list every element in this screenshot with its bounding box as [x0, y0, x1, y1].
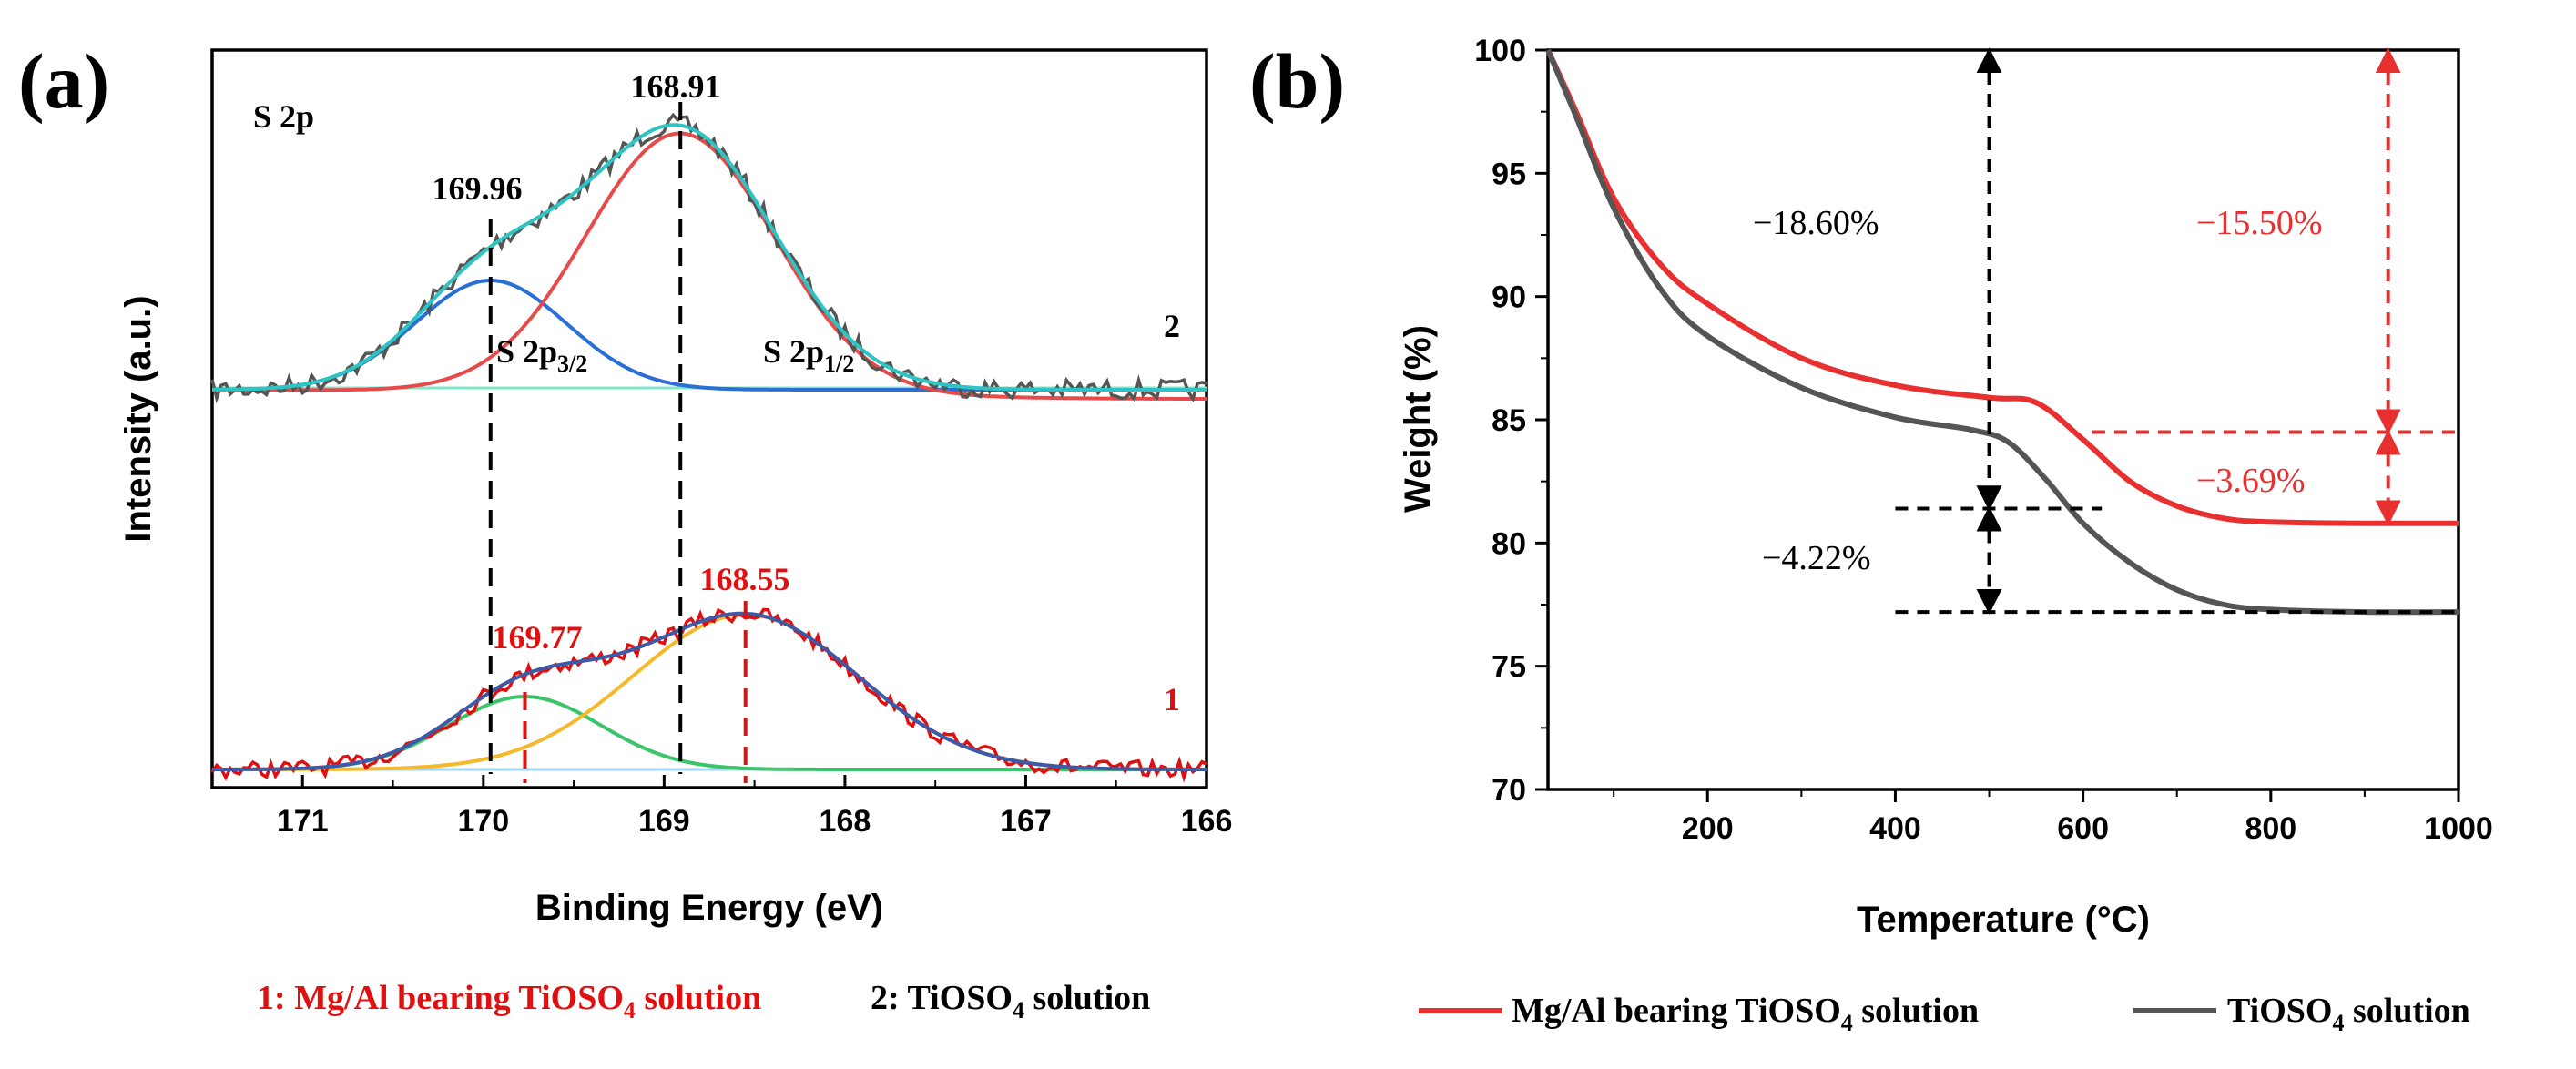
panel-a-x-label: Binding Energy (eV)	[535, 888, 883, 928]
panel-a-x-tick-label: 171	[277, 804, 329, 839]
peak-label-168-91: 168.91	[631, 68, 721, 105]
panel-b-y-tick-label: 95	[1492, 157, 1526, 191]
panel-b-legend: Mg/Al bearing TiOSO4 solution TiOSO4 sol…	[1419, 992, 2470, 1036]
panel-a-frame	[210, 48, 1208, 789]
panel-b-y-tick-label: 100	[1474, 34, 1526, 68]
legend-b-item-2: TiOSO4 solution	[2227, 992, 2470, 1036]
panel-a-x-ticks: 171 170 169 168 167 166	[277, 775, 1232, 839]
annotation-4-22: −4.22%	[1762, 539, 1871, 577]
panel-b-x-tick-label: 400	[1869, 811, 1921, 846]
panel-b-ticks: 200 400 600 800 1000 70 75 80 85 90 95 100	[1474, 34, 2493, 846]
panel-b-y-tick-label: 90	[1492, 280, 1526, 315]
panel-b-x-label: Temperature (°C)	[1857, 900, 2150, 940]
fit-envelope-2	[211, 123, 1207, 392]
tga-curve-tioso4	[1545, 48, 2459, 616]
panel-b-label: (b)	[1249, 37, 1345, 125]
panel-b-y-tick-label: 80	[1492, 526, 1526, 561]
component-label-s2p12: S 2p1/2	[763, 333, 854, 377]
legend-b-item-1: Mg/Al bearing TiOSO4 solution	[1512, 992, 1979, 1036]
panel-a-peak-lines	[488, 102, 748, 783]
panel-b-y-label: Weight (%)	[1398, 325, 1438, 513]
panel-a-title: S 2p	[253, 98, 314, 135]
fit-envelope-1	[212, 611, 1207, 771]
panel-b-annotations	[1895, 47, 2459, 615]
panel-b-y-tick-label: 75	[1492, 650, 1526, 685]
panel-a-legend: 1: Mg/Al bearing TiOSO4 solution 2: TiOS…	[257, 979, 1150, 1023]
raw-spectrum-1	[210, 607, 1207, 783]
annotation-18-60: −18.60%	[1753, 204, 1879, 242]
panel-b-x-tick-label: 600	[2057, 811, 2109, 846]
peak-label-169-77: 169.77	[493, 619, 583, 656]
annotation-3-69: −3.69%	[2196, 462, 2306, 500]
annotation-15-50: −15.50%	[2196, 204, 2323, 242]
panel-a-x-tick-label: 168	[820, 804, 871, 839]
panel-a-curves	[210, 112, 1207, 783]
panel-a-x-tick-label: 170	[457, 804, 509, 839]
legend-a-item-1: 1: Mg/Al bearing TiOSO4 solution	[257, 979, 761, 1023]
panel-b-x-tick-label: 1000	[2424, 811, 2493, 846]
panel-b-y-tick-label: 85	[1492, 403, 1526, 438]
tga-curve-mgal	[1545, 48, 2459, 526]
panel-b-curves	[1545, 48, 2459, 616]
panel-b-x-tick-label: 200	[1682, 811, 1734, 846]
panel-a-label: (a)	[18, 37, 109, 125]
legend-a-item-2: 2: TiOSO4 solution	[871, 979, 1150, 1023]
panel-a-y-label: Intensity (a.u.)	[118, 295, 158, 542]
raw-spectrum-2	[210, 112, 1207, 404]
panel-a-plot: 171 170 169 168 167 166 S 2p 168.91 169.96 S …	[118, 48, 1232, 928]
curve-label-1: 1	[1164, 681, 1180, 718]
panel-a-x-tick-label: 166	[1181, 804, 1233, 839]
panel-a-x-tick-label: 167	[1000, 804, 1052, 839]
panel-a-x-tick-label: 169	[638, 804, 690, 839]
panel-b-y-tick-label: 70	[1492, 773, 1526, 808]
component-label-s2p32: S 2p3/2	[496, 333, 587, 377]
panel-b-frame	[1546, 48, 2460, 791]
curve-label-2: 2	[1164, 308, 1180, 344]
fit-peak-168-55	[212, 612, 1207, 771]
fit-peak-s2p32	[211, 278, 1207, 392]
peak-label-168-55: 168.55	[700, 561, 790, 597]
panel-b-x-tick-label: 800	[2245, 811, 2296, 846]
peak-label-169-96: 169.96	[433, 170, 523, 207]
